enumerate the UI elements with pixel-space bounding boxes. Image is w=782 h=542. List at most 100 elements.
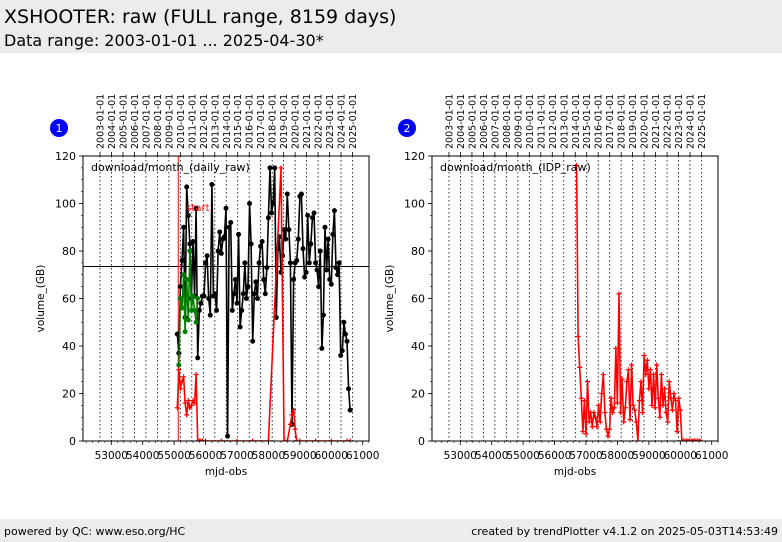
data-point xyxy=(272,165,278,171)
plot-number-badge xyxy=(50,119,68,137)
date-tick-label: 2015-01-01 xyxy=(582,94,593,149)
date-tick-label: 2009-01-01 xyxy=(513,94,524,149)
data-point xyxy=(658,372,664,377)
data-point xyxy=(229,307,235,313)
data-point xyxy=(236,231,242,237)
data-point xyxy=(292,426,298,432)
data-point xyxy=(607,426,613,432)
data-point xyxy=(269,210,275,216)
data-point xyxy=(198,300,204,306)
date-tick-label: 2009-01-01 xyxy=(164,94,175,149)
series-line-1 xyxy=(575,165,701,441)
date-tick-label: 2006-01-01 xyxy=(479,94,490,149)
data-point xyxy=(600,372,606,377)
data-point xyxy=(644,357,650,363)
data-point xyxy=(578,395,584,401)
data-point xyxy=(198,438,204,441)
data-point xyxy=(294,258,300,263)
date-tick-label: 2020-01-01 xyxy=(640,94,651,149)
y-tick-label: 100 xyxy=(404,198,425,211)
data-point xyxy=(316,284,322,290)
series-group xyxy=(174,165,353,441)
data-point xyxy=(226,224,232,230)
date-tick-label: 2004-01-01 xyxy=(456,94,467,149)
data-point xyxy=(635,438,641,441)
y-tick-label: 40 xyxy=(411,340,425,353)
data-point xyxy=(190,293,196,299)
data-point xyxy=(214,307,220,313)
date-tick-label: 2025-01-01 xyxy=(697,94,708,149)
x-axis-label: mjd-obs xyxy=(205,466,247,478)
date-tick-label: 2004-01-01 xyxy=(107,94,118,149)
data-point xyxy=(262,291,268,297)
data-point xyxy=(218,438,224,441)
data-point xyxy=(242,260,248,266)
panel-label: download/month_(daily_raw) xyxy=(91,161,250,174)
data-point xyxy=(297,438,303,441)
data-point xyxy=(627,417,633,423)
data-point xyxy=(655,395,661,401)
data-point xyxy=(341,319,347,325)
data-point xyxy=(203,438,209,441)
y-tick-label: 40 xyxy=(62,340,76,353)
data-point xyxy=(324,267,330,273)
data-point xyxy=(228,220,234,225)
data-point xyxy=(270,201,276,206)
data-point xyxy=(289,412,295,418)
data-point xyxy=(673,398,679,404)
date-tick-label: 2003-01-01 xyxy=(444,94,455,149)
data-point xyxy=(177,284,183,290)
data-point xyxy=(625,367,631,373)
data-point xyxy=(185,398,191,404)
data-point xyxy=(602,410,608,415)
data-point xyxy=(294,438,300,441)
date-tick-label: 2017-01-01 xyxy=(605,94,616,149)
x-tick-label: 60000 xyxy=(664,450,697,462)
data-point xyxy=(243,296,249,301)
x-tick-label: 54000 xyxy=(475,450,508,462)
date-tick-label: 2025-01-01 xyxy=(348,94,359,149)
data-point xyxy=(313,438,319,441)
date-tick-label: 2003-01-01 xyxy=(95,94,106,149)
data-point xyxy=(619,376,625,382)
date-tick-label: 2016-01-01 xyxy=(245,94,256,149)
data-point xyxy=(199,438,205,441)
data-point xyxy=(192,307,198,313)
data-point xyxy=(265,215,271,221)
data-point xyxy=(589,424,595,430)
date-tick-label: 2014-01-01 xyxy=(222,94,233,149)
y-tick-label: 20 xyxy=(411,388,425,401)
x-tick-label: 61000 xyxy=(346,450,379,462)
data-point xyxy=(632,407,638,413)
data-point xyxy=(261,277,267,282)
data-point xyxy=(311,210,317,216)
data-point xyxy=(192,400,198,406)
data-point xyxy=(182,329,188,335)
data-point xyxy=(303,269,309,275)
data-point xyxy=(195,438,201,441)
date-tick-label: 2007-01-01 xyxy=(141,94,152,149)
data-point xyxy=(687,438,693,441)
data-point xyxy=(196,438,202,441)
footer-credit: powered by QC: www.eso.org/HC xyxy=(4,525,186,538)
data-point xyxy=(317,248,323,254)
data-point xyxy=(640,410,646,415)
data-point xyxy=(684,438,690,441)
data-point xyxy=(649,402,655,408)
data-point xyxy=(196,307,202,313)
date-tick-label: 2012-01-01 xyxy=(199,94,210,149)
series-group xyxy=(574,163,704,441)
date-tick-label: 2012-01-01 xyxy=(548,94,559,149)
data-point xyxy=(328,281,334,287)
data-point xyxy=(328,438,334,441)
y-tick-label: 100 xyxy=(55,198,76,211)
data-point xyxy=(256,260,262,266)
data-point xyxy=(333,265,339,271)
date-tick-label: 2017-01-01 xyxy=(256,94,267,149)
data-point xyxy=(660,402,666,408)
data-point xyxy=(184,412,190,418)
data-point xyxy=(622,405,628,411)
data-point xyxy=(669,407,675,413)
data-point xyxy=(594,424,600,430)
date-tick-label: 2019-01-01 xyxy=(279,94,290,149)
